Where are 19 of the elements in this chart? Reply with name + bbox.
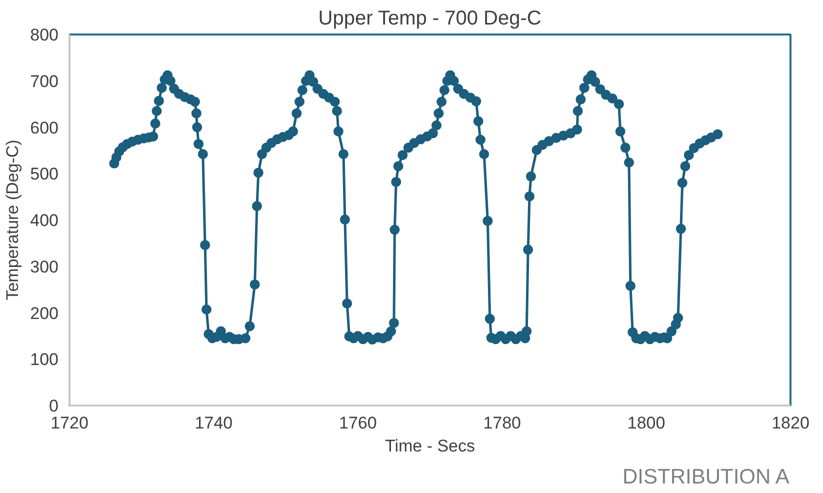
y-tick-label: 800 xyxy=(30,26,59,44)
y-tick-label: 700 xyxy=(30,72,59,91)
y-tick-label: 600 xyxy=(30,118,59,138)
text: DISTRIBUTION A xyxy=(622,466,790,488)
x-tick-label: 1720 xyxy=(50,414,88,432)
y-tick-label: 0 xyxy=(49,396,59,416)
y-tick-label: 500 xyxy=(30,164,59,184)
x-tick-label: 1800 xyxy=(627,414,666,432)
chart-title: Upper Temp - 700 Deg-C xyxy=(318,8,542,30)
y-tick-label: 300 xyxy=(30,257,59,276)
x-axis-title: Time - Secs xyxy=(384,436,476,456)
x-tick-label: 1740 xyxy=(194,414,233,432)
y-axis-title: Temperature (Deg-C) xyxy=(3,140,22,300)
x-tick-label: 1820 xyxy=(772,414,810,432)
y-tick-label: 200 xyxy=(30,304,59,323)
y-tick-label: 100 xyxy=(30,350,59,370)
x-tick-label: 1760 xyxy=(338,414,377,432)
x-tick-label: 1780 xyxy=(483,414,522,432)
y-tick-label: 400 xyxy=(30,211,59,230)
